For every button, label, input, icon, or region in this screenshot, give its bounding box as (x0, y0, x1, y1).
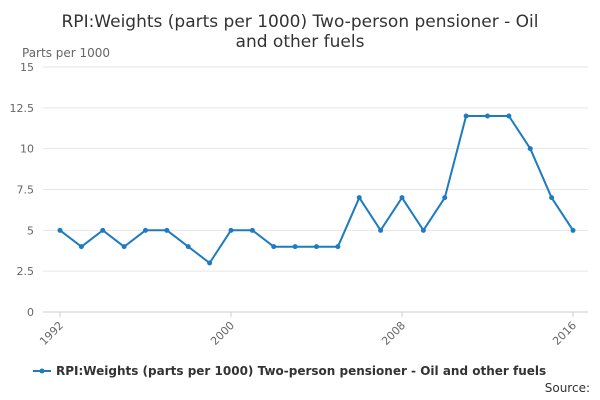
source-label: Source: (545, 381, 590, 395)
chart-title-line-2: and other fuels (236, 32, 365, 52)
data-point[interactable] (100, 227, 106, 233)
y-tick-label: 7.5 (17, 184, 35, 197)
data-point[interactable] (485, 113, 490, 119)
data-point[interactable] (271, 244, 277, 250)
data-point[interactable] (463, 113, 469, 119)
grid (43, 66, 588, 272)
y-tick-label: 2.5 (17, 265, 35, 278)
data-point[interactable] (164, 227, 170, 233)
data-point[interactable] (356, 195, 362, 201)
y-tick-label: 15 (20, 61, 34, 74)
x-tick-label: 2008 (379, 319, 408, 348)
data-point[interactable] (249, 227, 255, 233)
y-tick-label: 10 (20, 143, 34, 156)
chart-title-line-1: RPI:Weights (parts per 1000) Two-person … (62, 12, 539, 32)
x-tick-label: 2000 (208, 319, 237, 348)
y-tick-label: 12.5 (10, 102, 35, 115)
x-axis (43, 311, 588, 317)
data-point[interactable] (185, 244, 191, 250)
data-point[interactable] (78, 244, 84, 250)
data-point[interactable] (442, 195, 448, 201)
y-tick-label: 0 (27, 306, 34, 319)
data-point[interactable] (207, 260, 213, 266)
legend-point-marker (39, 368, 45, 374)
x-tick-label: 2016 (550, 319, 579, 348)
data-point[interactable] (121, 244, 127, 250)
data-point[interactable] (314, 244, 319, 250)
data-point[interactable] (228, 227, 234, 233)
legend[interactable]: RPI:Weights (parts per 1000) Two-person … (33, 364, 546, 378)
legend-label: RPI:Weights (parts per 1000) Two-person … (56, 364, 546, 378)
y-tick-label: 5 (27, 224, 34, 237)
x-tick-labels: 1992 2000 2008 2016 (37, 319, 579, 348)
data-point[interactable] (527, 146, 533, 152)
data-point[interactable] (57, 227, 63, 233)
data-point[interactable] (292, 244, 298, 250)
data-point[interactable] (378, 227, 384, 233)
series-layer (57, 113, 576, 266)
data-point[interactable] (399, 195, 405, 201)
data-point[interactable] (506, 113, 512, 119)
y-axis-label: Parts per 1000 (22, 46, 110, 60)
x-tick-label: 1992 (37, 319, 66, 348)
data-point[interactable] (335, 244, 341, 250)
data-point[interactable] (420, 227, 426, 233)
data-point[interactable] (143, 227, 148, 233)
y-tick-labels: 0 2.5 5 7.5 10 12.5 15 (10, 61, 35, 319)
data-point[interactable] (549, 195, 555, 201)
data-point[interactable] (570, 227, 576, 233)
